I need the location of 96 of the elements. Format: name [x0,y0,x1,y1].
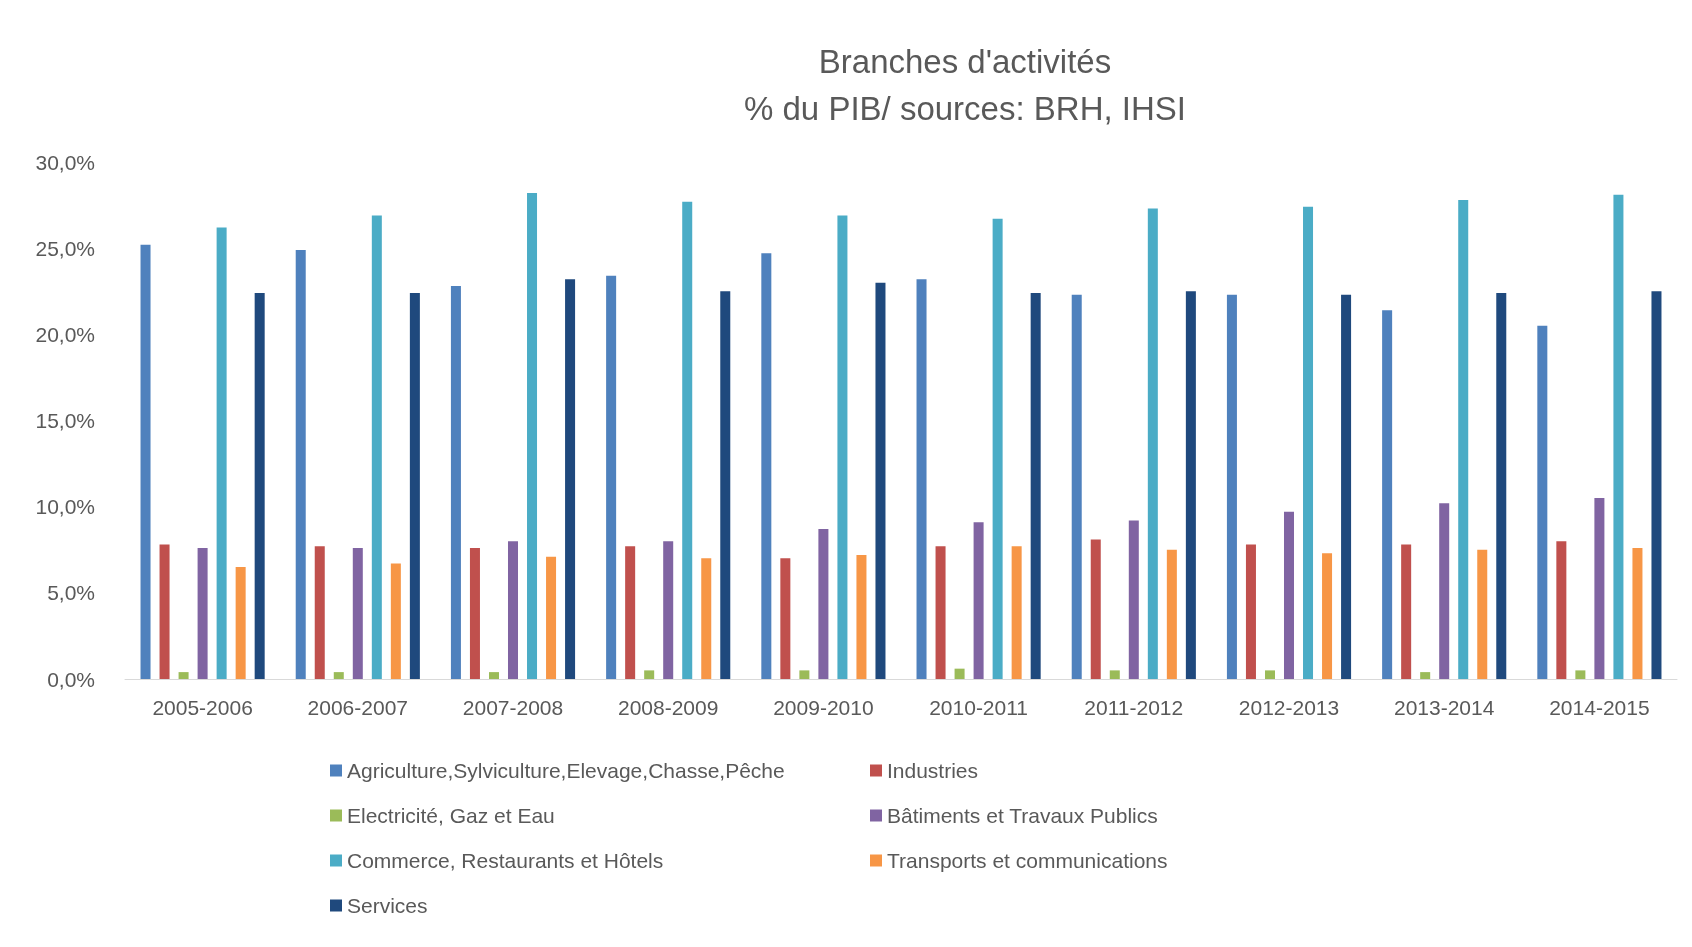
x-tick-label: 2010-2011 [929,696,1029,719]
bar [1226,294,1237,679]
bar [1632,548,1643,679]
bar [1245,544,1256,679]
legend-label: Transports et communications [887,849,1168,872]
x-tick-label: 2013-2014 [1393,696,1495,719]
x-tick-label: 2005-2006 [152,696,253,719]
bar [1594,498,1605,679]
bar [1496,292,1507,679]
x-tick-label: 2008-2009 [617,696,719,719]
bar [314,546,325,679]
bar [1556,541,1567,679]
legend-label: Bâtiments et Travaux Publics [887,804,1158,827]
bar [1651,291,1662,679]
bar [720,291,731,679]
bar [625,546,636,679]
bar [1011,546,1022,679]
bar [507,541,519,679]
bar [371,215,382,679]
bar [546,556,557,679]
bar [780,558,791,679]
bar [1147,208,1158,679]
x-tick-label: 2009-2010 [773,696,874,719]
bar [1458,199,1469,679]
bar [1283,511,1295,679]
x-tick-label: 2014-2015 [1549,696,1650,719]
bar [644,670,655,679]
bar [701,558,712,679]
legend-label: Services [347,894,428,917]
y-tick-label: 5,0% [47,581,95,605]
bar [663,541,674,679]
bar [875,282,886,679]
bar [1090,539,1101,679]
bar [682,201,693,679]
legend-label: Agriculture,Sylviculture,Elevage,Chasse,Pêche [347,759,785,782]
bar [1477,549,1488,679]
bar [837,215,848,679]
y-tick-label: 20,0% [35,322,95,346]
legend-label: Industries [887,759,979,782]
bar [1071,294,1082,679]
chart-subtitle: % du PIB/ sources: BRH, IHSI [744,90,1186,127]
bar [140,244,151,679]
bar [916,279,927,679]
x-tick-label: 2012-2013 [1238,696,1340,719]
bar [1303,206,1314,679]
bar [1382,310,1393,679]
bar [1537,325,1548,679]
bar [527,193,538,679]
bar [333,672,344,679]
bar [935,546,946,679]
bar [1322,553,1333,679]
bar [992,218,1003,679]
bar [178,672,189,679]
legend-label: Commerce, Restaurants et Hôtels [347,849,664,872]
bar [856,554,867,679]
bar [1264,670,1275,679]
bar [159,544,170,679]
bar [352,548,363,679]
bar [1166,549,1177,679]
y-tick-label: 15,0% [35,409,95,432]
y-tick-label: 25,0% [35,236,95,260]
bar [1613,194,1624,679]
bar [1109,670,1120,679]
bar [1401,544,1412,679]
y-tick-label: 0,0% [47,667,95,691]
bar [761,253,772,679]
bar [1185,291,1196,679]
x-tick-label: 2007-2008 [462,696,564,719]
bar [1030,292,1041,679]
bar [1439,503,1450,679]
bar [254,292,265,679]
bar [488,672,499,679]
bar [235,566,246,679]
bar [1575,670,1586,679]
bar [818,529,829,679]
x-tick-label: 2011-2012 [1084,696,1184,719]
bar [954,668,965,679]
bar [450,286,461,679]
bar [197,548,208,679]
y-tick-label: 10,0% [35,495,95,519]
legend-label: Electricité, Gaz et Eau [347,804,555,827]
chart-title: Branches d'activités [818,43,1112,80]
bar [1341,294,1352,679]
bar [216,227,227,679]
bar [606,275,617,679]
bar [390,563,401,679]
bar [973,522,984,679]
bar [469,548,480,679]
x-tick-label: 2006-2007 [307,696,409,719]
bar [1420,672,1431,679]
bar [1128,520,1139,679]
bar [295,249,306,679]
bar [799,670,810,679]
bar [409,292,420,679]
y-tick-label: 30,0% [35,150,95,174]
bar [565,279,576,679]
